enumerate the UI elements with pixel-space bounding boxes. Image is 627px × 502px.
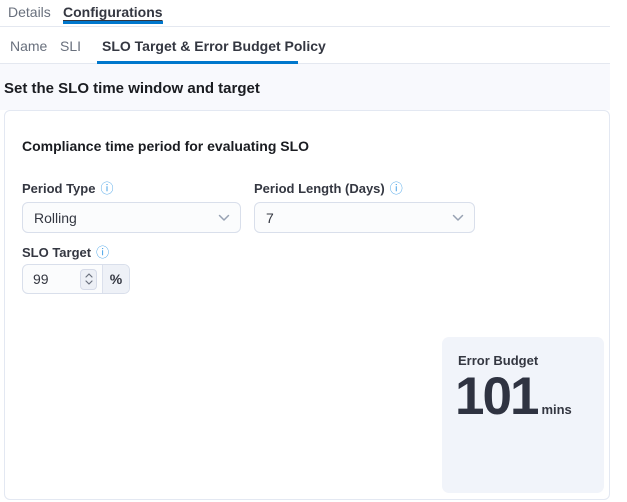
tab-slo-target-error-budget-policy[interactable]: SLO Target & Error Budget Policy [102, 38, 326, 54]
secondary-active-tab-indicator [97, 61, 298, 64]
period-length-select[interactable]: 7 [254, 202, 475, 233]
compliance-subheading: Compliance time period for evaluating SL… [22, 138, 310, 154]
tab-details[interactable]: Details [8, 4, 51, 20]
slo-time-window-panel: Compliance time period for evaluating SL… [4, 110, 610, 500]
primary-tab-bar: Details Configurations [0, 0, 610, 27]
info-icon[interactable]: ⓘ [96, 245, 110, 260]
info-icon[interactable]: ⓘ [100, 181, 114, 196]
slo-target-input-group: % [22, 264, 130, 294]
slo-target-label: SLO Target [22, 245, 92, 260]
primary-active-tab-indicator [63, 21, 163, 24]
period-type-label: Period Type [22, 181, 96, 196]
chevron-down-icon [452, 214, 464, 221]
period-length-value: 7 [266, 209, 274, 226]
error-budget-title: Error Budget [458, 353, 539, 368]
period-type-value: Rolling [34, 209, 77, 226]
chevron-down-icon [218, 214, 230, 221]
slo-target-input[interactable] [23, 265, 80, 293]
period-length-label-row: Period Length (Days) ⓘ [254, 181, 403, 196]
tab-name[interactable]: Name [10, 38, 48, 54]
stepper-up-icon [84, 273, 93, 278]
slo-target-label-row: SLO Target ⓘ [22, 245, 109, 260]
period-length-label: Period Length (Days) [254, 181, 385, 196]
percent-unit: % [102, 265, 129, 293]
period-type-select[interactable]: Rolling [22, 202, 241, 233]
error-budget-card: Error Budget 101 mins [442, 337, 604, 493]
section-heading: Set the SLO time window and target [4, 80, 260, 97]
number-stepper[interactable] [80, 268, 97, 290]
error-budget-value: 101 [455, 367, 539, 426]
tab-sli[interactable]: SLI [60, 38, 82, 54]
tab-configurations[interactable]: Configurations [63, 4, 163, 20]
error-budget-unit: mins [541, 402, 572, 417]
section-heading-band: Set the SLO time window and target [0, 64, 610, 110]
period-type-label-row: Period Type ⓘ [22, 181, 113, 196]
secondary-tab-bar: Name SLI SLO Target & Error Budget Polic… [0, 27, 610, 64]
info-icon[interactable]: ⓘ [389, 181, 403, 196]
stepper-down-icon [84, 280, 93, 285]
error-budget-value-row: 101 mins [455, 367, 572, 428]
